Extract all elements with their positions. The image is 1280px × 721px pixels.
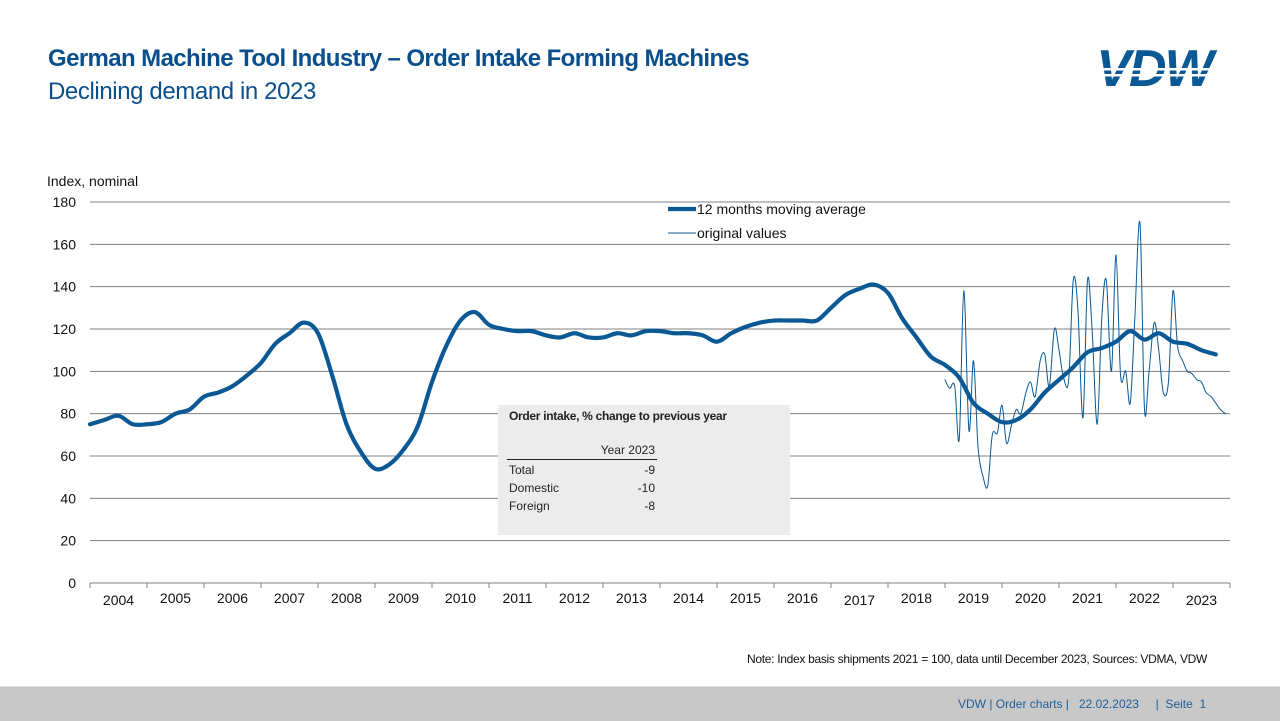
x-tick-label: 2006 <box>217 590 248 606</box>
footer-bar: VDW | Order charts | 22.02.2023 | Seite … <box>0 686 1280 721</box>
x-tick-label: 2017 <box>844 592 875 608</box>
vdw-logo: VDW <box>1074 44 1234 90</box>
inset-row-value: -10 <box>637 480 655 495</box>
inset-table: Year 2023 Total -9 Domestic -10 Foreign -8 <box>507 443 657 514</box>
x-tick-label: 2004 <box>103 592 134 608</box>
legend-label: 12 months moving average <box>697 201 866 217</box>
x-tick-label: 2013 <box>616 590 647 606</box>
inset-row-value: -8 <box>644 498 655 513</box>
logo-text: VDW <box>1096 44 1217 90</box>
x-tick-label: 2023 <box>1186 592 1217 608</box>
inset-row: Total -9 <box>507 460 657 479</box>
x-tick-label: 2012 <box>559 590 590 606</box>
x-tick-label: 2011 <box>502 590 532 606</box>
x-tick-label: 2021 <box>1072 590 1103 606</box>
page-title: German Machine Tool Industry – Order Int… <box>48 45 750 72</box>
x-tick-label: 2018 <box>901 590 932 606</box>
page-subtitle: Declining demand in 2023 <box>48 78 316 105</box>
y-tick-label: 140 <box>53 279 77 295</box>
y-tick-label: 40 <box>60 490 76 506</box>
inset-title: Order intake, % change to previous year <box>509 409 727 423</box>
x-tick-label: 2016 <box>787 590 818 606</box>
x-tick-label: 2014 <box>673 590 704 606</box>
series-line-original-values <box>944 220 1226 489</box>
y-tick-label: 160 <box>53 236 77 252</box>
inset-table-box: Order intake, % change to previous year … <box>498 405 790 535</box>
y-tick-label: 120 <box>53 321 77 337</box>
source-note: Note: Index basis shipments 2021 = 100, … <box>747 652 1208 666</box>
y-tick-label: 180 <box>53 194 77 210</box>
series-line-moving-average <box>87 282 1218 472</box>
y-tick-label: 60 <box>60 448 76 464</box>
x-tick-label: 2007 <box>274 590 305 606</box>
inset-row-label: Foreign <box>509 498 550 513</box>
legend-label: original values <box>697 225 787 241</box>
x-tick-label: 2015 <box>730 590 761 606</box>
y-tick-label: 20 <box>60 533 76 549</box>
x-tick-label: 2022 <box>1129 590 1160 606</box>
inset-column-header: Year 2023 <box>580 443 657 460</box>
inset-row: Foreign -8 <box>507 496 657 514</box>
x-tick-label: 2019 <box>958 590 989 606</box>
inset-row: Domestic -10 <box>507 478 657 496</box>
x-tick-label: 2020 <box>1015 590 1046 606</box>
y-tick-label: 0 <box>68 575 76 591</box>
x-tick-label: 2008 <box>331 590 362 606</box>
line-chart: Index, nominal 0 20 40 60 80 100 120 140 160 180 20… <box>47 173 1231 608</box>
inset-row-label: Total <box>509 462 535 477</box>
inset-row-value: -9 <box>644 462 655 477</box>
inset-row-label: Domestic <box>509 480 560 495</box>
x-tick-label: 2010 <box>445 590 476 606</box>
x-tick-label: 2009 <box>388 590 419 606</box>
y-tick-label: 100 <box>53 363 77 379</box>
y-tick-label: 80 <box>60 406 76 422</box>
x-tick-label: 2005 <box>160 590 191 606</box>
y-axis-label: Index, nominal <box>47 173 138 189</box>
footer-text: VDW | Order charts | 22.02.2023 | Seite … <box>958 697 1207 711</box>
